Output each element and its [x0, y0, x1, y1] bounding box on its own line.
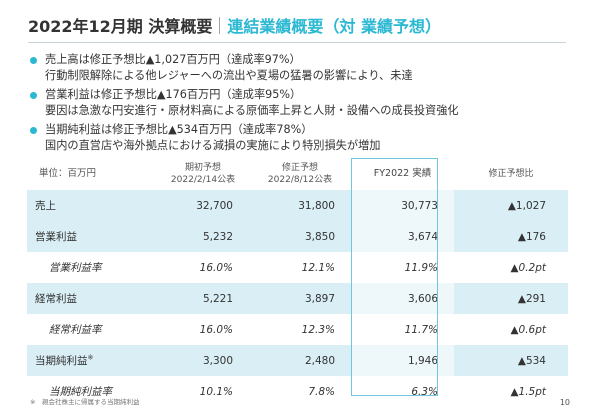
table-row-ordinary-profit: 経常利益 5,221 3,897 3,606 ▲291: [27, 283, 568, 314]
header-initial-date: 2022/2/14公表: [170, 175, 236, 185]
table-row-sales: 売上 32,700 31,800 30,773 ▲1,027: [27, 190, 568, 221]
cell-revised: 7.8%: [308, 385, 335, 398]
table-row-operating-profit: 営業利益 5,232 3,850 3,674 ▲176: [27, 221, 568, 252]
table-header-row: 単位：百万円 期初予想 2022/2/14公表 修正予想 2022/8/12公表…: [27, 158, 568, 190]
page-number: 10: [559, 398, 570, 407]
footnote-mark: ※: [87, 353, 94, 362]
cell-initial: 5,232: [157, 221, 249, 252]
bullet-detail: 国内の直営店や海外拠点における減損の実施により特別損失が増加: [45, 139, 381, 152]
bullet-detail: 行動制限解除による他レジャーへの流出や夏場の猛暑の影響により、未達: [45, 69, 413, 82]
cell-initial: 5,221: [157, 283, 249, 314]
bullet-headline: 売上高は修正予想比▲1,027百万円（達成率97%）: [45, 53, 301, 66]
header-fy2022-actual: FY2022 実績: [373, 168, 432, 179]
bullet-item-net-income: 当期純利益は修正予想比▲534百万円（達成率78%） 国内の直営店や海外拠点にお…: [27, 122, 572, 154]
cell-actual: 30,773: [351, 190, 454, 221]
cell-diff: ▲291: [454, 283, 568, 314]
cell-revised: 12.1%: [301, 261, 335, 274]
bullet-headline: 当期純利益は修正予想比▲534百万円（達成率78%）: [45, 123, 313, 136]
table-row-net-margin: 当期純利益率 10.1% 7.8% 6.3% ▲1.5pt: [27, 376, 568, 407]
cell-diff: ▲1.5pt: [510, 385, 546, 398]
row-label: 営業利益: [27, 221, 157, 252]
sub-title: 連結業績概要（対 業績予想）: [227, 17, 441, 36]
summary-bullets: 売上高は修正予想比▲1,027百万円（達成率97%） 行動制限解除による他レジャ…: [27, 52, 572, 157]
cell-actual: 6.3%: [351, 376, 454, 407]
cell-revised: 31,800: [249, 190, 351, 221]
cell-diff: ▲0.2pt: [510, 261, 546, 274]
row-label: 当期純利益率: [49, 386, 112, 398]
cell-revised: 3,850: [249, 221, 351, 252]
cell-actual: 3,606: [351, 283, 454, 314]
table-row-ordinary-margin: 経常利益率 16.0% 12.3% 11.7% ▲0.6pt: [27, 314, 568, 345]
page-title: 2022年12月期 決算概要 連結業績概要（対 業績予想）: [28, 9, 568, 41]
cell-revised: 12.3%: [301, 323, 335, 336]
results-table-container: 単位：百万円 期初予想 2022/2/14公表 修正予想 2022/8/12公表…: [27, 158, 568, 407]
header-revised-title: 修正予想: [281, 163, 318, 173]
header-revised-date: 2022/8/12公表: [267, 175, 333, 185]
bullet-headline: 営業利益は修正予想比▲176百万円（達成率95%）: [45, 88, 302, 101]
bullet-detail: 要因は急激な円安進行・原材料高による原価率上昇と人財・設備への成長投資強化: [45, 104, 459, 117]
cell-initial: 32,700: [157, 190, 249, 221]
title-divider: [219, 16, 221, 34]
cell-initial: 10.1%: [199, 385, 233, 398]
header-initial-title: 期初予想: [184, 163, 221, 173]
footnote: ※ 親会社株主に帰属する当期純利益: [30, 398, 140, 406]
row-label-cell: 当期純利益※: [27, 345, 157, 376]
title-rule: [28, 42, 566, 43]
unit-label: 単位：百万円: [39, 168, 97, 179]
bullet-dot-icon: [30, 57, 37, 64]
cell-diff: ▲0.6pt: [510, 323, 546, 336]
row-label: 営業利益率: [49, 262, 102, 274]
cell-diff: ▲534: [454, 345, 568, 376]
bullet-item-sales: 売上高は修正予想比▲1,027百万円（達成率97%） 行動制限解除による他レジャ…: [27, 52, 572, 84]
main-title: 2022年12月期 決算概要: [28, 17, 213, 36]
cell-diff: ▲176: [454, 221, 568, 252]
table-row-net-income: 当期純利益※ 3,300 2,480 1,946 ▲534: [27, 345, 568, 376]
bullet-item-operating-profit: 営業利益は修正予想比▲176百万円（達成率95%） 要因は急激な円安進行・原材料…: [27, 87, 572, 119]
cell-revised: 2,480: [249, 345, 351, 376]
header-revised-forecast: 修正予想 2022/8/12公表: [249, 158, 351, 190]
row-label: 経常利益: [27, 283, 157, 314]
row-label: 売上: [27, 190, 157, 221]
cell-initial: 16.0%: [199, 261, 233, 274]
cell-initial: 3,300: [157, 345, 249, 376]
row-label: 経常利益率: [49, 324, 102, 336]
cell-actual: 3,674: [351, 221, 454, 252]
cell-initial: 16.0%: [199, 323, 233, 336]
cell-diff: ▲1,027: [454, 190, 568, 221]
cell-revised: 3,897: [249, 283, 351, 314]
cell-actual: 11.9%: [351, 252, 454, 283]
bullet-dot-icon: [30, 127, 37, 134]
row-label: 当期純利益: [35, 355, 88, 367]
header-initial-forecast: 期初予想 2022/2/14公表: [157, 158, 249, 190]
cell-actual: 1,946: [351, 345, 454, 376]
results-table: 単位：百万円 期初予想 2022/2/14公表 修正予想 2022/8/12公表…: [27, 158, 568, 407]
table-row-operating-margin: 営業利益率 16.0% 12.1% 11.9% ▲0.2pt: [27, 252, 568, 283]
header-vs-revised: 修正予想比: [488, 169, 534, 179]
bullet-dot-icon: [30, 92, 37, 99]
cell-actual: 11.7%: [351, 314, 454, 345]
